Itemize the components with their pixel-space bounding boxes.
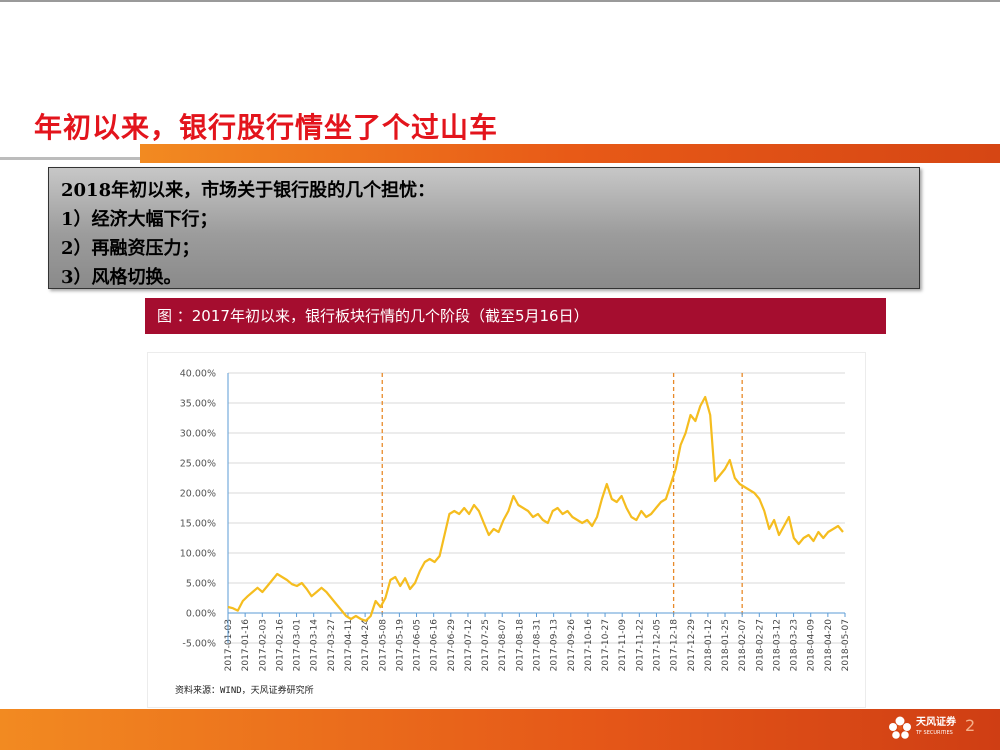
x-tick-label: 2017-12-29 (687, 619, 697, 672)
line-chart: -5.00% 0.00% 5.00% 10.00% 15.00% 20.00% 25.00%… (180, 369, 851, 672)
x-tick-label: 2017-10-16 (584, 619, 594, 672)
series-line (227, 395, 844, 622)
x-tick-label: 2017-06-29 (447, 619, 457, 672)
x-tick-label: 2018-01-12 (704, 619, 714, 671)
concerns-box: 2018年初以来，市场关于银行股的几个担忧： 1）经济大幅下行； 2）再融资压力… (48, 167, 920, 289)
axes (227, 373, 846, 643)
x-tick-label: 2017-05-08 (378, 619, 388, 672)
x-tick-label: 2017-11-22 (635, 619, 645, 671)
x-tick-label: 2017-08-18 (515, 619, 525, 672)
x-tick-label: 2018-04-09 (807, 619, 817, 672)
stage-divider-lines (381, 373, 743, 615)
x-tick-label: 2017-07-12 (464, 619, 474, 671)
top-border-line (0, 0, 1000, 2)
x-tick-label: 2017-06-05 (413, 619, 423, 671)
source-note: 资料来源：WIND，天风证券研究所 (175, 686, 314, 696)
y-tick-label: 15.00% (180, 519, 216, 530)
x-tick-label: 2018-02-27 (755, 619, 765, 671)
x-tick-label: 2017-09-26 (567, 619, 577, 672)
chart-container: -5.00% 0.00% 5.00% 10.00% 15.00% 20.00% 25.00%… (147, 352, 866, 708)
x-tick-label: 2017-03-01 (293, 619, 303, 671)
grid-lines (228, 372, 845, 644)
flower-logo-icon (889, 716, 911, 739)
y-tick-label: 5.00% (186, 579, 216, 590)
logo-name: 天风证券 (916, 717, 956, 728)
title-accent-bar (140, 144, 1000, 163)
x-tick-label: 2017-03-27 (327, 619, 337, 671)
concern-line-3: 3）风格切换。 (61, 267, 182, 288)
x-tick-label: 2017-01-16 (241, 619, 251, 672)
logo-label: 天风证券 TF SECURITIES (916, 717, 956, 739)
concern-line-heading: 2018年初以来，市场关于银行股的几个担忧： (61, 180, 436, 201)
logo-subtext: TF SECURITIES (916, 730, 953, 736)
y-tick-label: 0.00% (186, 609, 216, 620)
x-tick-label: 2017-01-03 (224, 619, 234, 671)
y-tick-label: 35.00% (180, 399, 216, 410)
x-tick-label: 2017-09-13 (550, 619, 560, 671)
x-tick-label: 2017-04-24 (361, 619, 371, 672)
concern-line-2: 2）再融资压力； (61, 238, 200, 259)
x-tick-label: 2017-12-18 (670, 619, 680, 672)
x-tick-label: 2018-03-12 (772, 619, 782, 671)
footer-bar (0, 709, 1000, 750)
company-logo: 天风证券 TF SECURITIES (887, 714, 967, 742)
x-tick-label: 2018-02-07 (738, 619, 748, 671)
x-tick-label: 2018-01-25 (721, 619, 731, 671)
x-tick-label: 2017-02-16 (275, 619, 285, 672)
page-number: 2 (965, 716, 976, 735)
x-tick-label: 2018-04-20 (824, 619, 834, 672)
x-tick-label: 2018-05-07 (841, 619, 851, 671)
y-tick-label: 25.00% (180, 459, 216, 470)
x-tick-label: 2017-02-03 (258, 619, 268, 671)
x-tick-label: 2017-08-31 (533, 619, 543, 671)
x-tick-label: 2017-06-16 (430, 619, 440, 672)
x-tick-label: 2017-05-19 (395, 619, 405, 672)
series-lines (227, 395, 844, 622)
x-tick-label: 2017-08-07 (498, 619, 508, 671)
figure-caption: 图 ：2017年初以来，银行板块行情的几个阶段（截至5月16日） (145, 298, 886, 334)
x-tick-label: 2017-12-05 (652, 619, 662, 671)
y-tick-label: 20.00% (180, 489, 216, 500)
x-tick-label: 2017-07-25 (481, 619, 491, 671)
y-tick-label: 10.00% (180, 549, 216, 560)
x-tick-label: 2018-03-23 (790, 619, 800, 671)
x-axis-tick-labels: 2017-01-03 2017-01-16 2017-02-03 2017-02-16… (224, 619, 851, 672)
y-axis-tick-labels: -5.00% 0.00% 5.00% 10.00% 15.00% 20.00% 25.00%… (180, 369, 216, 650)
slide-title: 年初以来，银行股行情坐了个过山车 (34, 111, 499, 144)
x-tick-label: 2017-11-09 (618, 619, 628, 672)
x-tick-label: 2017-04-11 (344, 619, 354, 671)
x-tick-label: 2017-10-27 (601, 619, 611, 671)
y-tick-label: -5.00% (182, 639, 216, 650)
concern-line-1: 1）经济大幅下行； (61, 209, 218, 230)
y-tick-label: 30.00% (180, 429, 216, 440)
x-tick-label: 2017-03-14 (310, 619, 320, 672)
y-tick-label: 40.00% (180, 369, 216, 380)
